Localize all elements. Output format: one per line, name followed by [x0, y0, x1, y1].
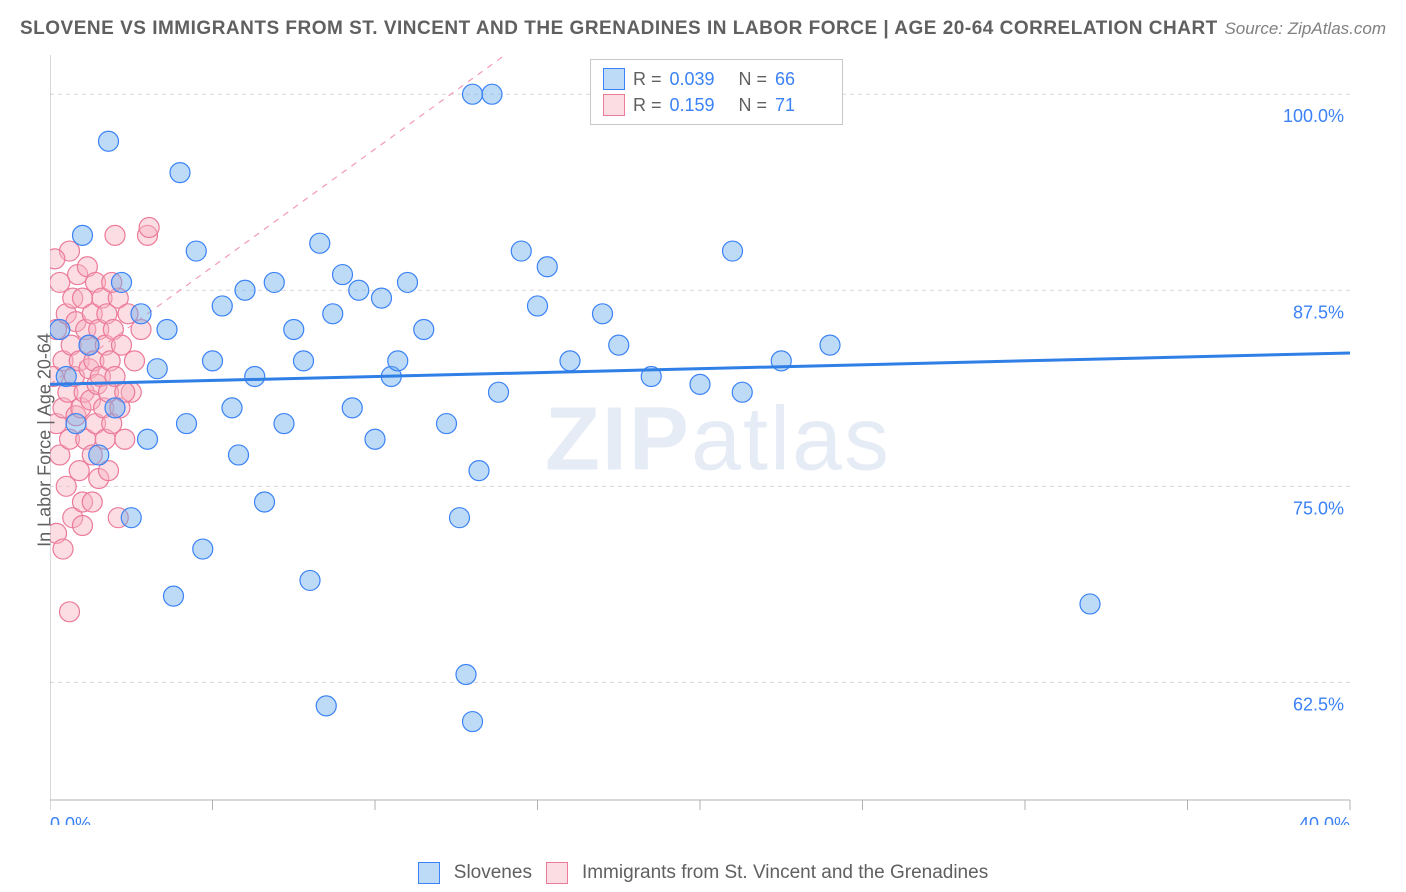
data-point-blue — [66, 414, 86, 434]
data-point-blue — [147, 359, 167, 379]
n-value: 66 — [775, 69, 830, 90]
scatter-chart: 62.5% 75.0% 87.5% 100.0% 0.0% 40.0% — [50, 55, 1386, 825]
data-point-blue — [245, 367, 265, 387]
data-point-blue — [73, 225, 93, 245]
r-value: 0.159 — [670, 95, 725, 116]
correlation-stats-box: R = 0.039 N = 66 R = 0.159 N = 71 — [590, 59, 843, 125]
data-point-blue — [463, 84, 483, 104]
y-axis-label: In Labor Force | Age 20-64 — [35, 333, 56, 547]
legend-swatch — [603, 94, 625, 116]
data-point-pink — [53, 539, 73, 559]
data-point-pink — [139, 218, 159, 238]
legend-swatch — [546, 862, 568, 884]
data-point-blue — [310, 233, 330, 253]
data-point-blue — [388, 351, 408, 371]
data-point-blue — [723, 241, 743, 261]
data-point-blue — [398, 272, 418, 292]
data-point-blue — [372, 288, 392, 308]
data-point-blue — [511, 241, 531, 261]
data-point-blue — [300, 570, 320, 590]
data-point-blue — [157, 319, 177, 339]
data-point-blue — [349, 280, 369, 300]
n-label: N = — [739, 69, 768, 90]
data-point-blue — [342, 398, 362, 418]
y-tick-label: 100.0% — [1283, 106, 1344, 126]
legend-swatch — [418, 862, 440, 884]
trend-line-pink — [50, 55, 505, 384]
data-point-blue — [193, 539, 213, 559]
r-label: R = — [633, 69, 662, 90]
r-label: R = — [633, 95, 662, 116]
data-point-blue — [222, 398, 242, 418]
n-value: 71 — [775, 95, 830, 116]
r-value: 0.039 — [670, 69, 725, 90]
data-point-blue — [99, 131, 119, 151]
data-point-pink — [105, 225, 125, 245]
data-point-blue — [450, 508, 470, 528]
data-point-pink — [82, 492, 102, 512]
legend-label: Immigrants from St. Vincent and the Gren… — [582, 862, 988, 884]
legend-swatch — [603, 68, 625, 90]
data-point-blue — [170, 163, 190, 183]
data-point-blue — [560, 351, 580, 371]
series-legend: Slovenes Immigrants from St. Vincent and … — [0, 862, 1406, 884]
data-point-blue — [609, 335, 629, 355]
n-label: N = — [739, 95, 768, 116]
data-point-blue — [264, 272, 284, 292]
data-point-blue — [121, 508, 141, 528]
chart-title: SLOVENE VS IMMIGRANTS FROM ST. VINCENT A… — [20, 18, 1218, 40]
data-point-blue — [593, 304, 613, 324]
data-point-blue — [89, 445, 109, 465]
data-point-blue — [274, 414, 294, 434]
data-point-blue — [528, 296, 548, 316]
data-point-blue — [732, 382, 752, 402]
data-point-blue — [235, 280, 255, 300]
stats-row: R = 0.159 N = 71 — [603, 92, 830, 118]
plot-area: In Labor Force | Age 20-64 62.5%75.0%87.… — [50, 55, 1386, 825]
data-point-blue — [112, 272, 132, 292]
data-point-blue — [1080, 594, 1100, 614]
x-tick-label: 40.0% — [1299, 814, 1350, 825]
data-point-blue — [489, 382, 509, 402]
stats-row: R = 0.039 N = 66 — [603, 66, 830, 92]
data-point-blue — [414, 319, 434, 339]
chart-header: SLOVENE VS IMMIGRANTS FROM ST. VINCENT A… — [20, 18, 1386, 40]
data-point-blue — [105, 398, 125, 418]
data-point-blue — [463, 712, 483, 732]
data-point-blue — [690, 374, 710, 394]
y-tick-label: 75.0% — [1293, 498, 1344, 518]
data-point-blue — [294, 351, 314, 371]
data-point-blue — [482, 84, 502, 104]
data-point-blue — [79, 335, 99, 355]
data-point-blue — [203, 351, 223, 371]
data-point-blue — [437, 414, 457, 434]
data-point-blue — [255, 492, 275, 512]
data-point-pink — [50, 249, 65, 269]
data-point-blue — [177, 414, 197, 434]
data-point-blue — [469, 461, 489, 481]
data-point-blue — [333, 265, 353, 285]
data-point-blue — [365, 429, 385, 449]
y-tick-label: 62.5% — [1293, 694, 1344, 714]
data-point-blue — [138, 429, 158, 449]
data-point-blue — [186, 241, 206, 261]
data-point-blue — [164, 586, 184, 606]
data-point-pink — [60, 602, 80, 622]
y-tick-label: 87.5% — [1293, 302, 1344, 322]
data-point-blue — [820, 335, 840, 355]
data-point-blue — [229, 445, 249, 465]
data-point-blue — [131, 304, 151, 324]
data-point-blue — [456, 665, 476, 685]
legend-label: Slovenes — [454, 862, 532, 884]
data-point-pink — [73, 516, 93, 536]
data-point-blue — [284, 319, 304, 339]
data-point-blue — [316, 696, 336, 716]
data-point-blue — [323, 304, 343, 324]
data-point-pink — [115, 429, 135, 449]
source-attribution: Source: ZipAtlas.com — [1224, 19, 1386, 39]
x-tick-label: 0.0% — [50, 814, 91, 825]
data-point-blue — [212, 296, 232, 316]
data-point-pink — [125, 351, 145, 371]
data-point-blue — [537, 257, 557, 277]
